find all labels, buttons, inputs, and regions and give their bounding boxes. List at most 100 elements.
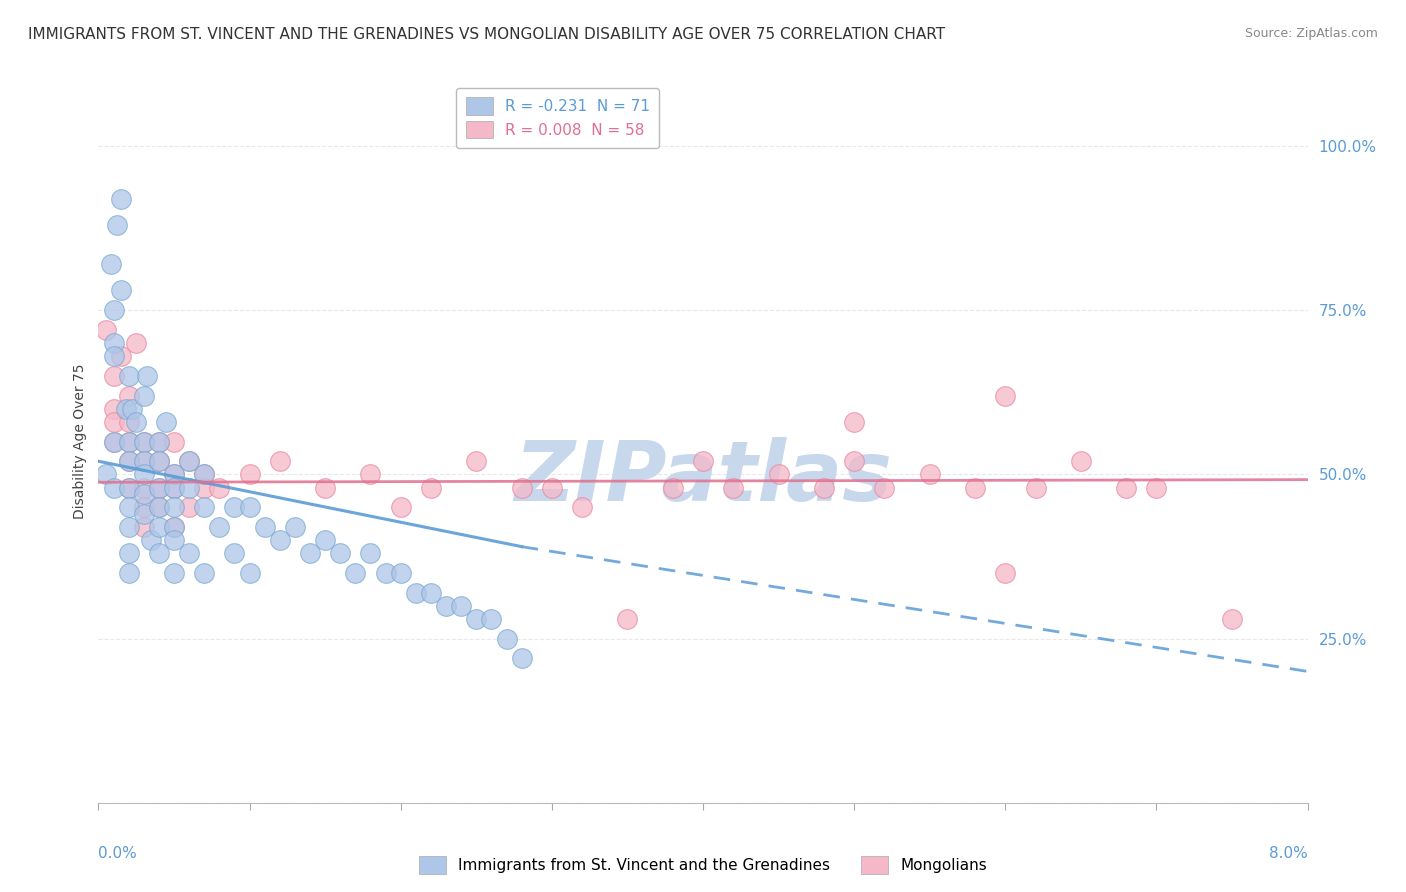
- Point: [163, 467, 186, 482]
- Text: ZIPatlas: ZIPatlas: [515, 437, 891, 518]
- Point: [269, 533, 291, 547]
- Point: [450, 599, 472, 613]
- Point: [420, 585, 443, 599]
- Point: [269, 454, 291, 468]
- Point: [405, 585, 427, 599]
- Point: [125, 336, 148, 351]
- Point: [193, 566, 215, 580]
- Point: [692, 454, 714, 468]
- Point: [148, 434, 170, 449]
- Point: [141, 533, 163, 547]
- Point: [103, 434, 125, 449]
- Point: [844, 415, 866, 429]
- Point: [132, 454, 155, 468]
- Point: [155, 415, 177, 429]
- Point: [132, 507, 155, 521]
- Point: [103, 349, 125, 363]
- Point: [179, 546, 201, 560]
- Point: [163, 533, 186, 547]
- Point: [965, 481, 987, 495]
- Point: [118, 481, 141, 495]
- Point: [224, 546, 246, 560]
- Point: [994, 566, 1017, 580]
- Point: [132, 434, 155, 449]
- Point: [239, 566, 262, 580]
- Point: [103, 368, 125, 383]
- Text: 0.0%: 0.0%: [98, 847, 138, 861]
- Point: [121, 401, 143, 416]
- Point: [163, 566, 186, 580]
- Point: [193, 481, 215, 495]
- Point: [616, 612, 638, 626]
- Point: [571, 500, 593, 515]
- Point: [118, 481, 141, 495]
- Point: [179, 500, 201, 515]
- Point: [844, 454, 866, 468]
- Point: [110, 349, 132, 363]
- Point: [118, 546, 141, 560]
- Point: [1070, 454, 1092, 468]
- Point: [103, 415, 125, 429]
- Point: [132, 388, 155, 402]
- Text: 8.0%: 8.0%: [1268, 847, 1308, 861]
- Point: [148, 454, 170, 468]
- Point: [110, 192, 132, 206]
- Point: [723, 481, 745, 495]
- Point: [103, 481, 125, 495]
- Point: [179, 481, 201, 495]
- Point: [284, 520, 307, 534]
- Point: [148, 481, 170, 495]
- Point: [148, 481, 170, 495]
- Point: [100, 257, 122, 271]
- Point: [768, 467, 790, 482]
- Point: [163, 520, 186, 534]
- Point: [148, 520, 170, 534]
- Point: [510, 651, 533, 665]
- Point: [118, 434, 141, 449]
- Point: [132, 434, 155, 449]
- Point: [118, 434, 141, 449]
- Point: [118, 388, 141, 402]
- Point: [163, 500, 186, 515]
- Point: [465, 612, 488, 626]
- Point: [465, 454, 488, 468]
- Point: [314, 481, 336, 495]
- Point: [125, 415, 148, 429]
- Point: [103, 401, 125, 416]
- Point: [118, 520, 141, 534]
- Point: [110, 284, 132, 298]
- Point: [329, 546, 352, 560]
- Point: [94, 467, 117, 482]
- Point: [148, 434, 170, 449]
- Point: [239, 500, 262, 515]
- Text: Source: ZipAtlas.com: Source: ZipAtlas.com: [1244, 27, 1378, 40]
- Point: [873, 481, 896, 495]
- Point: [360, 467, 382, 482]
- Point: [193, 467, 215, 482]
- Point: [118, 415, 141, 429]
- Point: [163, 481, 186, 495]
- Point: [132, 454, 155, 468]
- Point: [163, 481, 186, 495]
- Point: [344, 566, 367, 580]
- Legend: R = -0.231  N = 71, R = 0.008  N = 58: R = -0.231 N = 71, R = 0.008 N = 58: [457, 88, 659, 148]
- Point: [103, 434, 125, 449]
- Y-axis label: Disability Age Over 75: Disability Age Over 75: [73, 364, 87, 519]
- Point: [389, 500, 412, 515]
- Point: [1220, 612, 1243, 626]
- Point: [148, 500, 170, 515]
- Point: [132, 520, 155, 534]
- Point: [148, 500, 170, 515]
- Point: [118, 368, 141, 383]
- Point: [148, 454, 170, 468]
- Point: [118, 454, 141, 468]
- Point: [1146, 481, 1168, 495]
- Point: [118, 500, 141, 515]
- Point: [239, 467, 262, 482]
- Point: [208, 481, 231, 495]
- Point: [132, 481, 155, 495]
- Point: [118, 566, 141, 580]
- Point: [132, 487, 155, 501]
- Point: [540, 481, 562, 495]
- Point: [224, 500, 246, 515]
